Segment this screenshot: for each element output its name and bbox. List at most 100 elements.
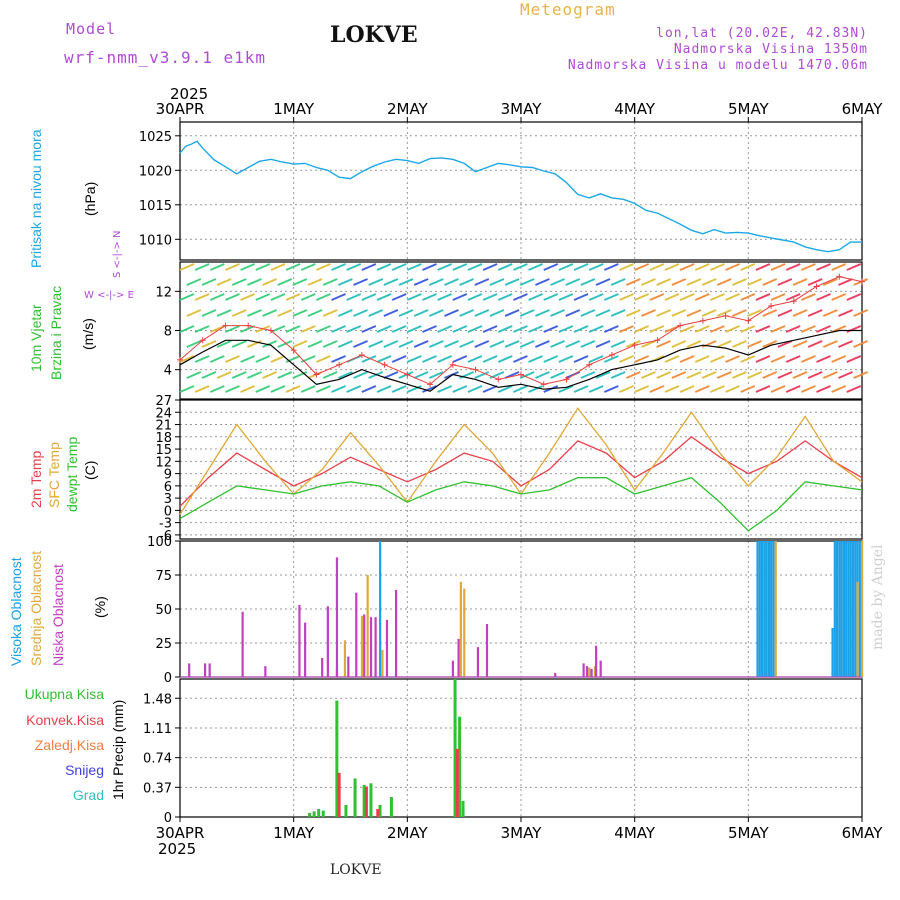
wind-arrow [831, 355, 847, 363]
wind-arrow [679, 293, 695, 301]
wind-arrow [231, 309, 247, 317]
cloud-bar [188, 663, 191, 677]
wind-arrow [610, 309, 626, 317]
wind-arrow [710, 355, 725, 363]
cloud-bar [363, 614, 366, 677]
precip-bar [458, 716, 462, 817]
wind-arrow [444, 309, 459, 317]
wind-arrow [550, 278, 565, 286]
y-tick-label: -6 [159, 529, 172, 544]
wind-arrow [822, 371, 838, 379]
x-tick-label-top: 30APR [156, 100, 205, 118]
wind-arrow [519, 340, 535, 348]
wind-arrow [694, 355, 710, 363]
wind-arrow [838, 340, 853, 348]
wind-arrow [550, 309, 565, 317]
wind-arrow [482, 385, 498, 393]
wind-arrow [383, 278, 399, 286]
wind-arrow [391, 355, 407, 363]
wind-arrow [285, 325, 301, 333]
wind-arrow [231, 371, 247, 379]
wind-arrow [413, 278, 429, 286]
wind-arrow [201, 278, 217, 286]
precip-bar [335, 700, 339, 817]
wind-arrow [603, 293, 619, 301]
wind-arrow [368, 340, 384, 348]
wind-arrow [573, 293, 589, 301]
wind-arrow [831, 325, 847, 333]
wind-arrow [619, 263, 634, 271]
wind-arrow [331, 293, 346, 301]
gust-marker [245, 322, 252, 329]
wind-arrow [285, 293, 301, 301]
x-tick-label-bottom: 1MAY [273, 824, 315, 842]
wind-arrow [686, 340, 702, 348]
footer-station: LOKVE [330, 862, 382, 878]
wind-arrow [619, 355, 634, 363]
wind-arrow [747, 309, 762, 317]
precip-bar [308, 812, 312, 817]
y-tick-label: 1015 [139, 199, 172, 214]
wind-arrow [186, 309, 202, 317]
wind-arrow [459, 278, 475, 286]
precip-bar [344, 804, 348, 817]
cloud-bar [582, 663, 585, 677]
wind-arrow [225, 325, 240, 333]
wind-arrow [383, 309, 399, 317]
wind-arrow [316, 293, 331, 301]
wind-arrow [422, 325, 437, 333]
gust-marker [404, 371, 411, 378]
wind-arrow [307, 309, 323, 317]
wind-arrow [679, 325, 695, 333]
wind-arrow [550, 340, 565, 348]
wind-arrow [610, 278, 626, 286]
cloud-bar [770, 541, 773, 677]
wind-arrow [558, 293, 574, 301]
cloud-bar [366, 575, 369, 677]
wind-arrow [504, 309, 520, 317]
x-tick-label-bottom: 4MAY [614, 824, 656, 842]
wind-arrow [346, 325, 362, 333]
gust-marker [449, 361, 456, 368]
wind-arrow [603, 355, 619, 363]
wind-arrow [255, 263, 271, 271]
wind-arrow [528, 355, 543, 363]
temp-line-2 [179, 476, 863, 532]
wind-arrow [186, 371, 202, 379]
wind-arrow [664, 385, 680, 393]
y-tick-label: 27 [155, 394, 172, 409]
wind-arrow [671, 371, 687, 379]
wind-arrow [710, 385, 725, 393]
wind-arrow [595, 371, 611, 379]
wind-arrow [398, 309, 414, 317]
cloud-bar [379, 541, 382, 677]
wind-arrow [489, 340, 505, 348]
wind-arrow [656, 309, 672, 317]
cloud-bar [298, 604, 301, 677]
gust-marker [813, 283, 820, 290]
wind-arrow [383, 371, 399, 379]
wind-arrow [331, 385, 346, 393]
cloud-bar [381, 649, 384, 677]
wind-arrow [322, 309, 338, 317]
wind-arrow [580, 340, 596, 348]
wind-arrow [262, 340, 277, 348]
wind-arrow [664, 355, 680, 363]
x-tick-label-bottom: 5MAY [728, 824, 770, 842]
gust-marker [699, 317, 706, 324]
wind-arrow [664, 293, 680, 301]
wind-arrow [595, 309, 611, 317]
gust-marker [563, 376, 570, 383]
legend-snow: Snijeg [65, 762, 104, 778]
wind-arrow [725, 355, 740, 363]
wind-arrow [792, 371, 808, 379]
cloud-bar [833, 541, 836, 677]
gust-marker [586, 361, 593, 368]
wind-arrow [853, 371, 869, 379]
wind-arrow [740, 355, 756, 363]
wind-arrow [497, 355, 513, 363]
wind-arrow [816, 325, 831, 333]
wind-arrow [846, 385, 862, 393]
gust-marker [518, 371, 524, 378]
